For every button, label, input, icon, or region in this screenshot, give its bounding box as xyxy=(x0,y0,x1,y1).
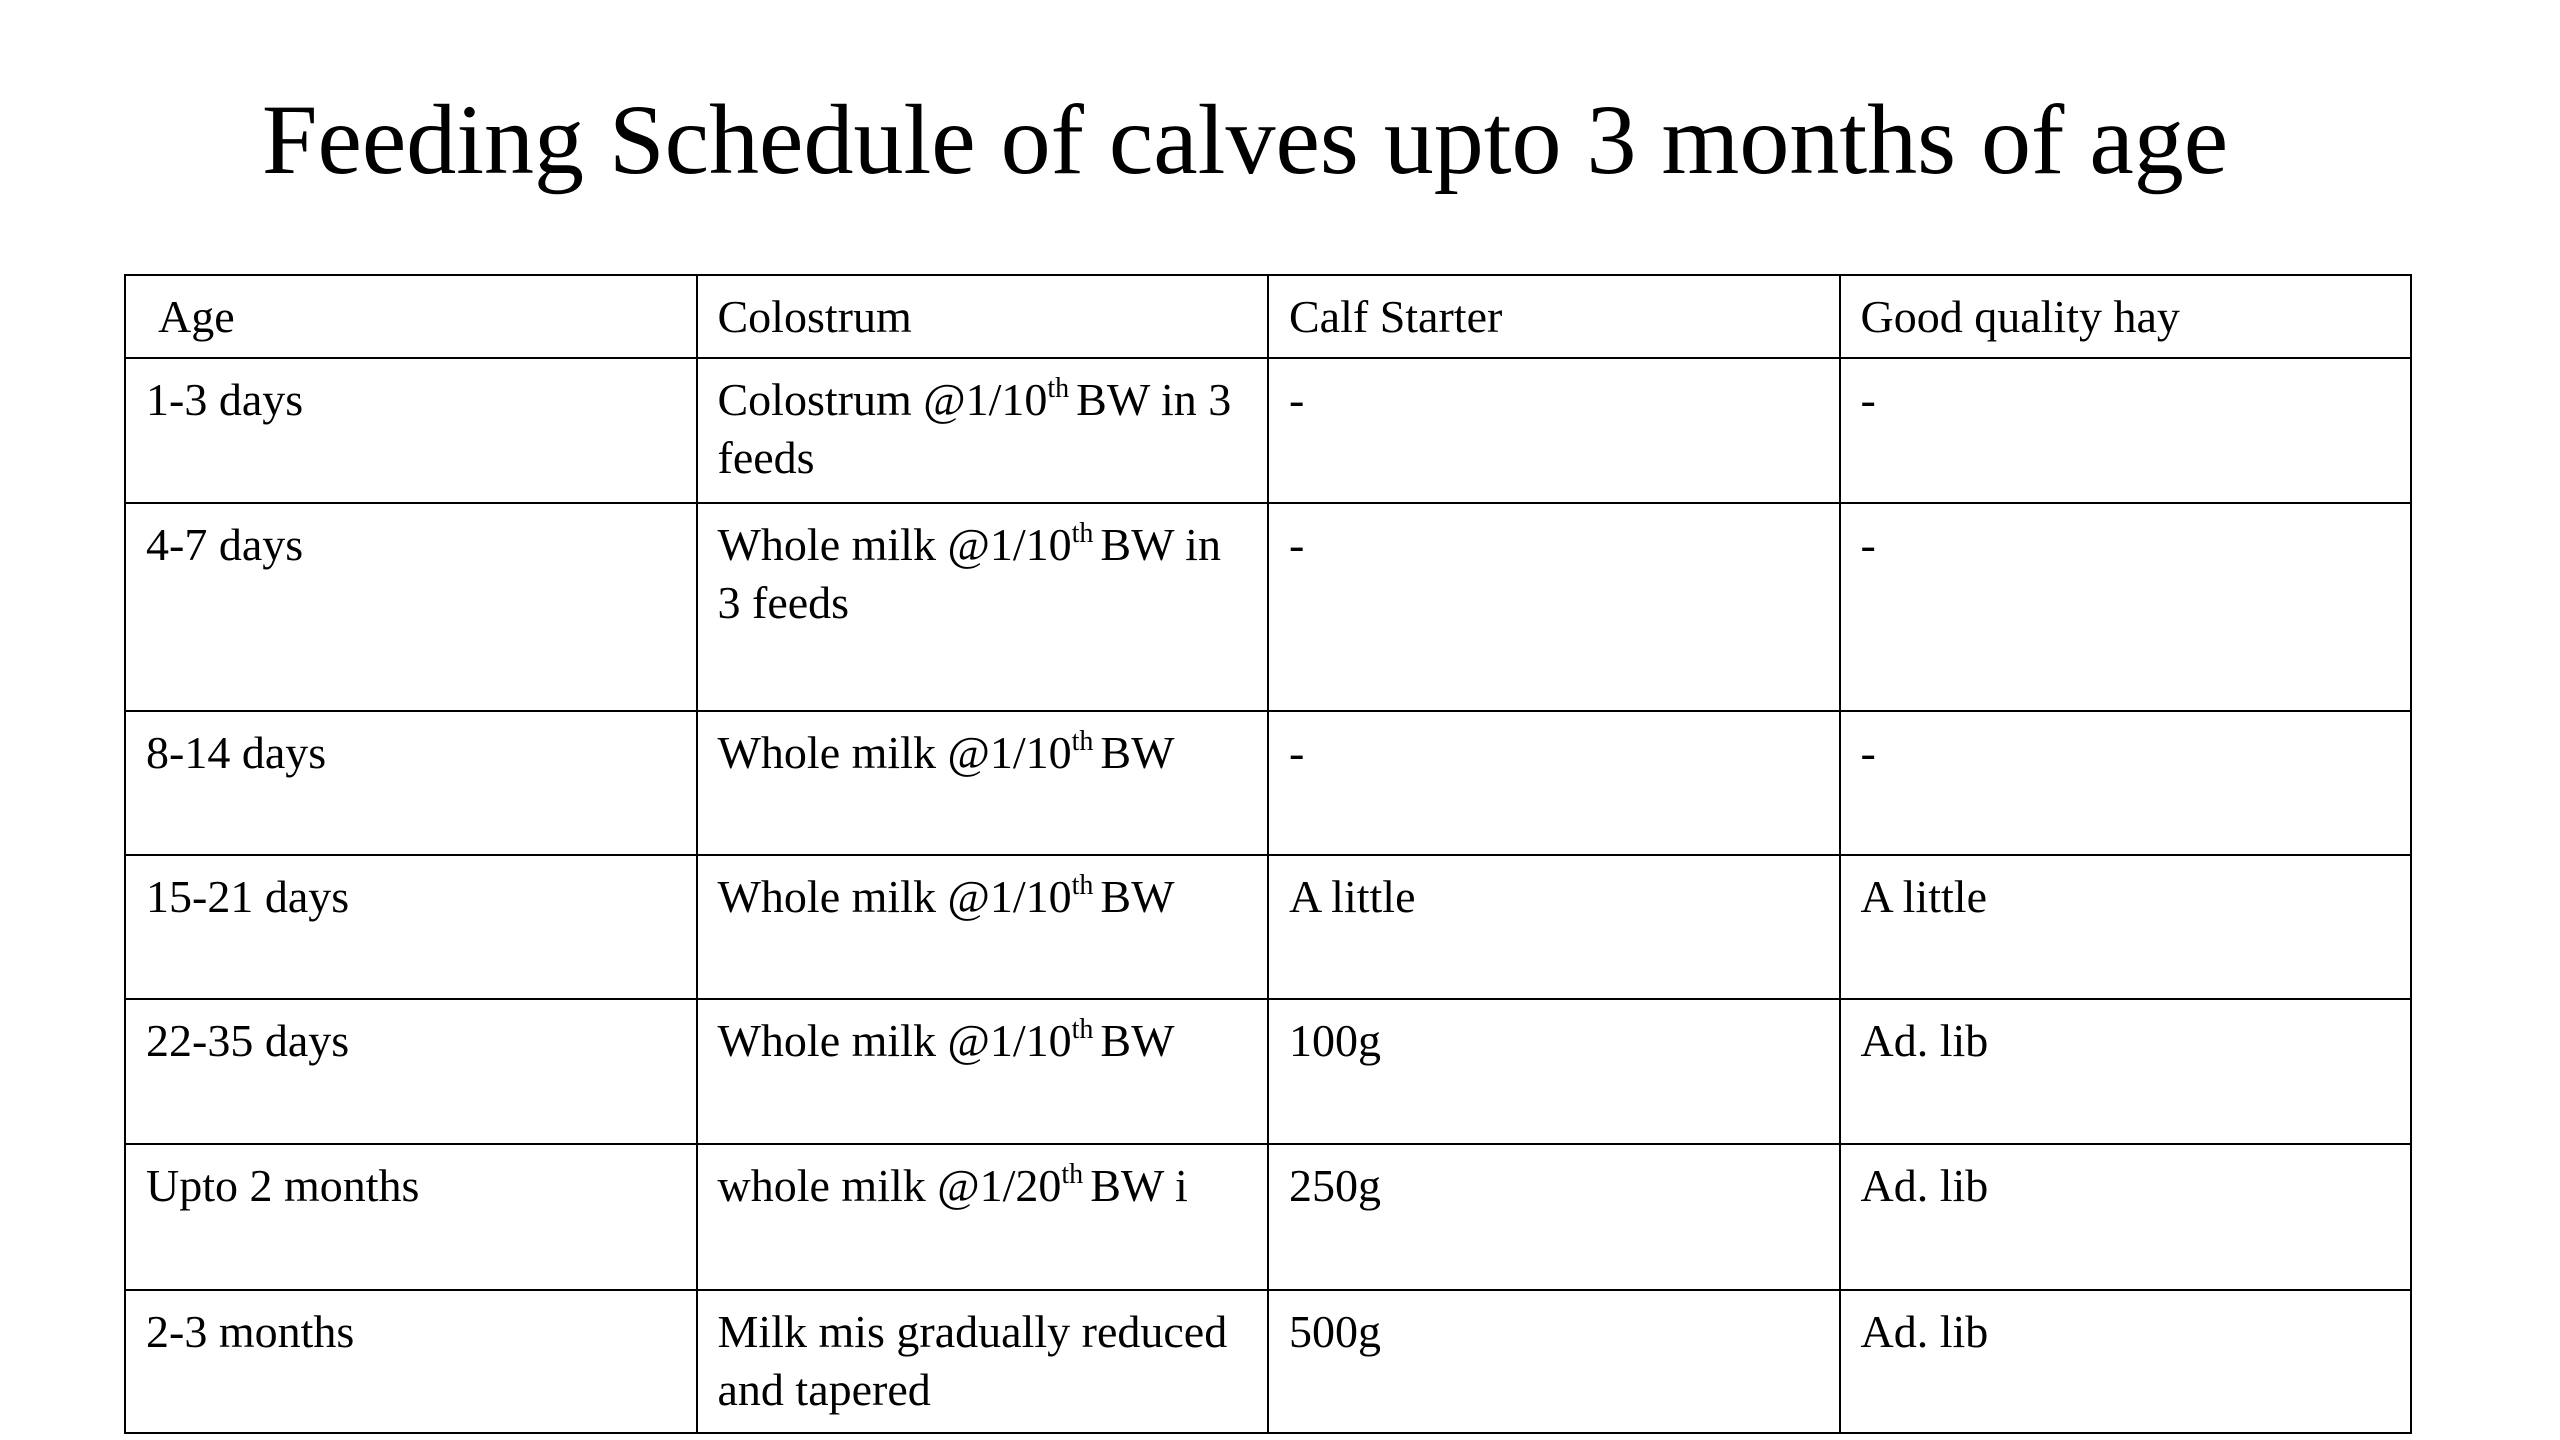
cell: Upto 2 months xyxy=(124,1143,698,1291)
cell: 250g xyxy=(1267,1143,1841,1291)
superscript: th xyxy=(1071,1014,1094,1045)
cell-text: - xyxy=(1289,727,1305,778)
feeding-table: Age Colostrum Calf Starter Good quality hay… xyxy=(124,274,2412,1434)
row: 1-3 days Colostrum @1/10th BW in 3 feeds - - xyxy=(124,357,2412,504)
cell-text: 4-7 days xyxy=(146,519,304,570)
row: 15-21 days Whole milk @1/10th BW A little A … xyxy=(124,854,2412,1000)
cell-text: 22-35 days xyxy=(146,1015,350,1066)
cell: - xyxy=(1267,710,1841,856)
cell-text: Upto 2 months xyxy=(146,1160,420,1211)
cell-text: Whole milk @1/10 xyxy=(717,871,1072,922)
cell-text: BW in 3 feeds xyxy=(717,374,1232,484)
cell: Ad. lib xyxy=(1838,1289,2412,1434)
row: 8-14 days Whole milk @1/10th BW - - xyxy=(124,710,2412,856)
superscript: th xyxy=(1061,1159,1084,1190)
cell-text: BW i xyxy=(1090,1160,1188,1211)
cell-text: 100g xyxy=(1289,1015,1381,1066)
cell-text: A little xyxy=(1860,871,1988,922)
superscript: th xyxy=(1047,373,1070,404)
cell-text: 15-21 days xyxy=(146,871,350,922)
header-cell: Calf Starter xyxy=(1267,274,1841,359)
cell: - xyxy=(1838,710,2412,856)
cell-text: Colostrum @1/10 xyxy=(717,374,1048,425)
cell-text: BW xyxy=(1100,1015,1175,1066)
row: Upto 2 months whole milk @1/20th BW i 250g A… xyxy=(124,1143,2412,1291)
cell-text: 8-14 days xyxy=(146,727,327,778)
header-row: Age Colostrum Calf Starter Good quality hay xyxy=(124,274,2412,359)
cell: - xyxy=(1838,357,2412,504)
cell-text: 500g xyxy=(1289,1306,1381,1357)
cell-text: 250g xyxy=(1289,1160,1381,1211)
row: 4-7 days Whole milk @1/10th BW in 3 feeds -… xyxy=(124,502,2412,712)
cell-text: 2-3 months xyxy=(146,1306,355,1357)
cell-text: BW xyxy=(1100,727,1175,778)
cell-text: - xyxy=(1860,374,1876,425)
cell-text: Whole milk @1/10 xyxy=(717,519,1072,570)
cell: Ad. lib xyxy=(1838,998,2412,1145)
cell-text: Whole milk @1/10 xyxy=(717,727,1072,778)
cell-text: Good quality hay xyxy=(1860,291,2180,342)
cell-text: - xyxy=(1289,519,1305,570)
cell: Whole milk @1/10th BW in 3 feeds xyxy=(695,502,1269,712)
cell-text: 1-3 days xyxy=(146,374,304,425)
cell-text: BW in 3 feeds xyxy=(717,519,1221,629)
cell: - xyxy=(1267,502,1841,712)
cell-text: Whole milk @1/10 xyxy=(717,1015,1072,1066)
cell-text: - xyxy=(1860,727,1876,778)
cell: A little xyxy=(1267,854,1841,1000)
cell: whole milk @1/20th BW i xyxy=(695,1143,1269,1291)
row: 22-35 days Whole milk @1/10th BW 100g Ad. li… xyxy=(124,998,2412,1145)
cell: 4-7 days xyxy=(124,502,698,712)
header-cell: Colostrum xyxy=(695,274,1269,359)
cell: Whole milk @1/10th BW xyxy=(695,998,1269,1145)
cell-text: Colostrum xyxy=(717,291,912,342)
cell-text: A little xyxy=(1289,871,1416,922)
cell-text: Milk mis gradually reduced and tapered xyxy=(717,1306,1228,1416)
cell: Colostrum @1/10th BW in 3 feeds xyxy=(695,357,1269,504)
cell: 1-3 days xyxy=(124,357,698,504)
cell-text: - xyxy=(1289,374,1305,425)
superscript: th xyxy=(1071,726,1094,757)
superscript: th xyxy=(1071,870,1094,901)
cell: 2-3 months xyxy=(124,1289,698,1434)
cell: Milk mis gradually reduced and tapered xyxy=(695,1289,1269,1434)
title: Feeding Schedule of calves upto 3 months… xyxy=(261,84,2229,195)
cell: 100g xyxy=(1267,998,1841,1145)
cell: A little xyxy=(1838,854,2412,1000)
cell: - xyxy=(1838,502,2412,712)
cell: 22-35 days xyxy=(124,998,698,1145)
cell: Ad. lib xyxy=(1838,1143,2412,1291)
cell-text: Ad. lib xyxy=(1860,1160,1989,1211)
cell-text: Ad. lib xyxy=(1860,1306,1989,1357)
cell: 8-14 days xyxy=(124,710,698,856)
header-cell: Age xyxy=(124,274,698,359)
cell-text: Age xyxy=(158,291,235,342)
cell-text: BW xyxy=(1100,871,1175,922)
cell: 15-21 days xyxy=(124,854,698,1000)
cell: 500g xyxy=(1267,1289,1841,1434)
cell: - xyxy=(1267,357,1841,504)
header-cell: Good quality hay xyxy=(1838,274,2412,359)
cell-text: Ad. lib xyxy=(1860,1015,1989,1066)
cell: Whole milk @1/10th BW xyxy=(695,854,1269,1000)
cell-text: whole milk @1/20 xyxy=(717,1160,1062,1211)
superscript: th xyxy=(1071,518,1094,549)
cell: Whole milk @1/10th BW xyxy=(695,710,1269,856)
row: 2-3 months Milk mis gradually reduced and… xyxy=(124,1289,2412,1434)
cell-text: - xyxy=(1860,519,1876,570)
cell-text: Calf Starter xyxy=(1289,291,1503,342)
